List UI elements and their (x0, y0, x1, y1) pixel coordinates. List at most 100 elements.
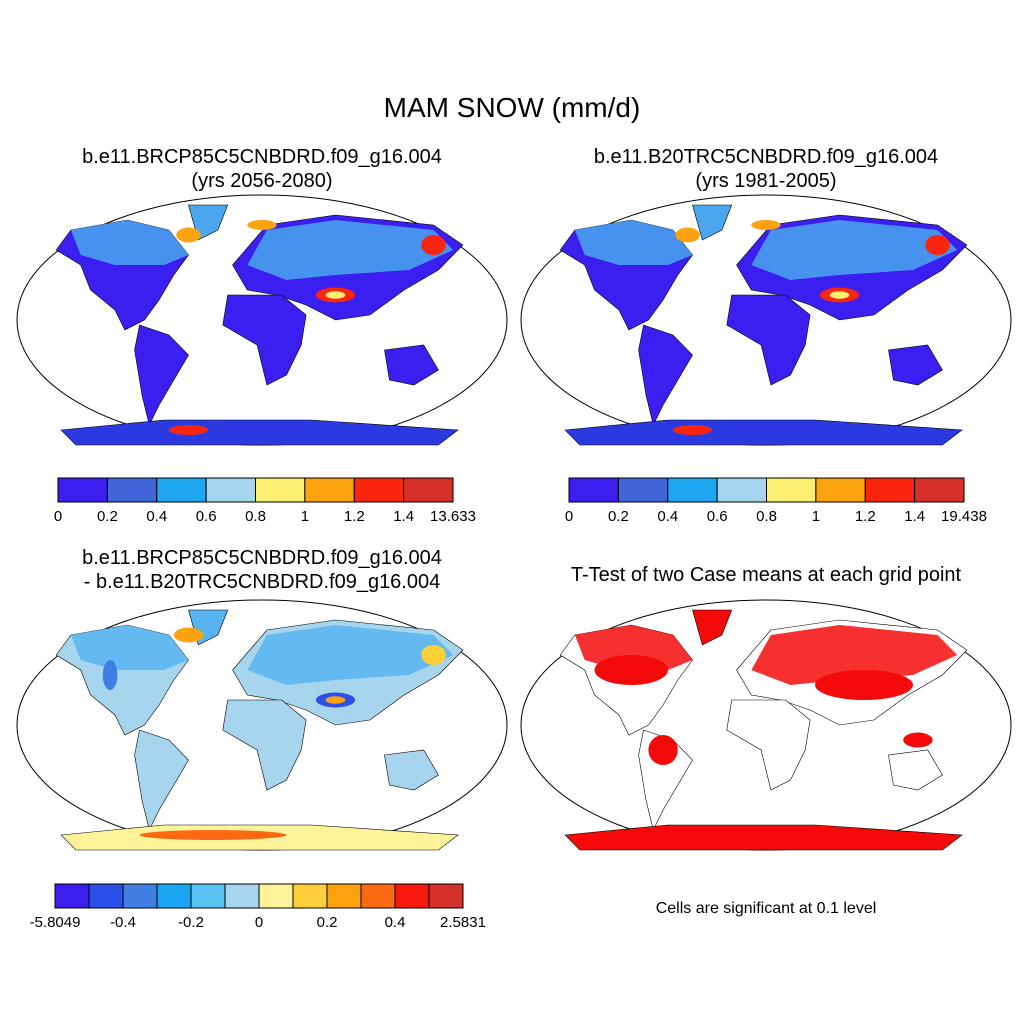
colorbar-difference-tick-label: 0.2 (317, 914, 338, 931)
colorbar-case2-swatch (914, 477, 965, 503)
panel-title-difference-line1: b.e11.BRCP85C5CNBDRD.f09_g16.004 (82, 547, 442, 569)
colorbar-case1-tick-label: 0.6 (196, 508, 217, 525)
case1-africa-landmass (222, 294, 307, 386)
colorbar-difference-tick-label: -0.4 (110, 914, 136, 931)
colorbar-case2-swatch (766, 477, 817, 503)
difference-africa-landmass (222, 699, 307, 791)
case2-hotspot (925, 235, 950, 255)
case1-hotspot (176, 227, 201, 243)
case2-greenland-landmass (692, 204, 733, 241)
colorbar-case2-tick-label: 1.2 (855, 508, 876, 525)
colorbar-difference-swatch (224, 883, 260, 909)
colorbar-case2-tick-label: 1 (812, 508, 820, 525)
panel-title-ttest: T-Test of two Case means at each grid po… (570, 564, 962, 586)
ttest-africa-landmass (726, 699, 811, 791)
colorbar-case2-tick-label: 1.4 (904, 508, 925, 525)
colorbar-case2-tick-label: 0.2 (608, 508, 629, 525)
colorbar-difference-tick-label: -5.8049 (30, 914, 81, 931)
case2-hotspot (675, 227, 700, 243)
colorbar-difference-swatch (326, 883, 362, 909)
colorbar-case1-tick-label: 0.2 (97, 508, 118, 525)
case1-hotspot (325, 291, 346, 299)
case2-hotspot (672, 425, 713, 435)
panel-title-case2-line1: b.e11.B20TRC5CNBDRD.f09_g16.004 (593, 146, 939, 168)
colorbar-case1-swatch (106, 477, 158, 503)
ttest-map (520, 599, 1012, 851)
case2-hotspot (829, 291, 850, 299)
colorbar-case1-swatch (156, 477, 207, 503)
colorbar-case2-swatch (568, 477, 619, 503)
colorbar-case2: 0 0.2 0.4 0.6 0.8 1 1.2 1.4 19.438 (565, 477, 987, 525)
colorbar-difference-tick-label: -0.2 (178, 914, 204, 931)
colorbar-difference-swatch (258, 883, 294, 909)
colorbar-case1-tick-label: 0.4 (146, 508, 167, 525)
case1-map (16, 194, 508, 446)
colorbar-case2-swatch (617, 477, 669, 503)
case1-hotspot (247, 220, 277, 230)
colorbar-difference-swatch (54, 883, 90, 909)
colorbar-difference-swatch (292, 883, 328, 909)
colorbar-case2-tick-label: 0.4 (657, 508, 678, 525)
colorbar-case2-swatch (667, 477, 718, 503)
ttest-greenland-landmass (692, 609, 733, 646)
difference-map (16, 599, 508, 851)
case1-australia-landmass (384, 344, 439, 386)
colorbar-difference: -5.8049 -0.4 -0.2 0 0.2 0.4 2.5831 (30, 883, 486, 931)
panel-title-case1: b.e11.BRCP85C5CNBDRD.f09_g16.004 (yrs 20… (12, 145, 512, 193)
difference-hotspot (102, 660, 118, 690)
panel-title-difference-line2: - b.e11.B20TRC5CNBDRD.f09_g16.004 (83, 571, 441, 593)
colorbar-difference-swatch (360, 883, 396, 909)
case2-hotspot (751, 220, 781, 230)
case2-north-america-snow (574, 220, 693, 265)
significance-note: Cells are significant at 0.1 level (655, 900, 877, 917)
case2-eurasia-snow (751, 220, 958, 280)
colorbar-difference-tick-label: 2.5831 (440, 914, 486, 931)
colorbar-difference-swatch (394, 883, 430, 909)
ttest-hotspot (648, 735, 678, 765)
colorbar-case1-swatch (57, 477, 108, 503)
case1-hotspot (168, 425, 209, 435)
difference-hotspot (325, 696, 346, 704)
difference-southAmerica-landmass (134, 729, 189, 831)
ttest-australia-landmass (888, 749, 943, 791)
colorbar-case1-tick-label: 1.4 (393, 508, 414, 525)
colorbar-difference-tick-label: 0.4 (385, 914, 406, 931)
colorbar-difference-swatch (88, 883, 124, 909)
colorbar-difference-swatch (428, 883, 464, 909)
difference-north-america-snow (70, 625, 189, 670)
colorbar-difference-swatch (122, 883, 158, 909)
colorbar-case2-tick-label: 0.6 (707, 508, 728, 525)
difference-hotspot (173, 627, 204, 643)
case2-southAmerica-landmass (638, 324, 693, 426)
colorbar-case2-swatch (815, 477, 866, 503)
ttest-antarctica-landmass (564, 824, 963, 851)
colorbar-case1-tick-label: 1 (301, 508, 309, 525)
colorbar-case1-swatch (353, 477, 405, 503)
case2-map (520, 194, 1012, 446)
colorbar-case2-swatch (864, 477, 916, 503)
case1-southAmerica-landmass (134, 324, 189, 426)
ttest-hotspot (594, 655, 668, 685)
case1-eurasia-snow (247, 220, 454, 280)
panel-title-case1-line2: (yrs 2056-2080) (191, 170, 333, 192)
colorbar-case1-swatch (255, 477, 306, 503)
difference-hotspot (139, 830, 287, 840)
case2-australia-landmass (888, 344, 943, 386)
difference-eurasia-snow (247, 625, 454, 685)
ttest-north-america-snow (574, 625, 693, 670)
panel-title-difference: b.e11.BRCP85C5CNBDRD.f09_g16.004 - b.e11… (12, 546, 512, 594)
case2-africa-landmass (726, 294, 811, 386)
case1-hotspot (421, 235, 446, 255)
colorbar-case1-tick-label: 0.8 (245, 508, 266, 525)
colorbar-case1-swatch (304, 477, 355, 503)
difference-australia-landmass (384, 749, 439, 791)
ttest-eurasia-snow (751, 625, 958, 685)
case2-antarctica-landmass (564, 419, 963, 446)
case1-north-america-snow (70, 220, 189, 265)
colorbar-case2-tick-label: 0.8 (756, 508, 777, 525)
colorbar-case1-swatch (403, 477, 454, 503)
figure-title: MAM SNOW (mm/d) (383, 92, 641, 123)
ttest-hotspot (815, 670, 913, 700)
colorbar-difference-swatch (190, 883, 226, 909)
